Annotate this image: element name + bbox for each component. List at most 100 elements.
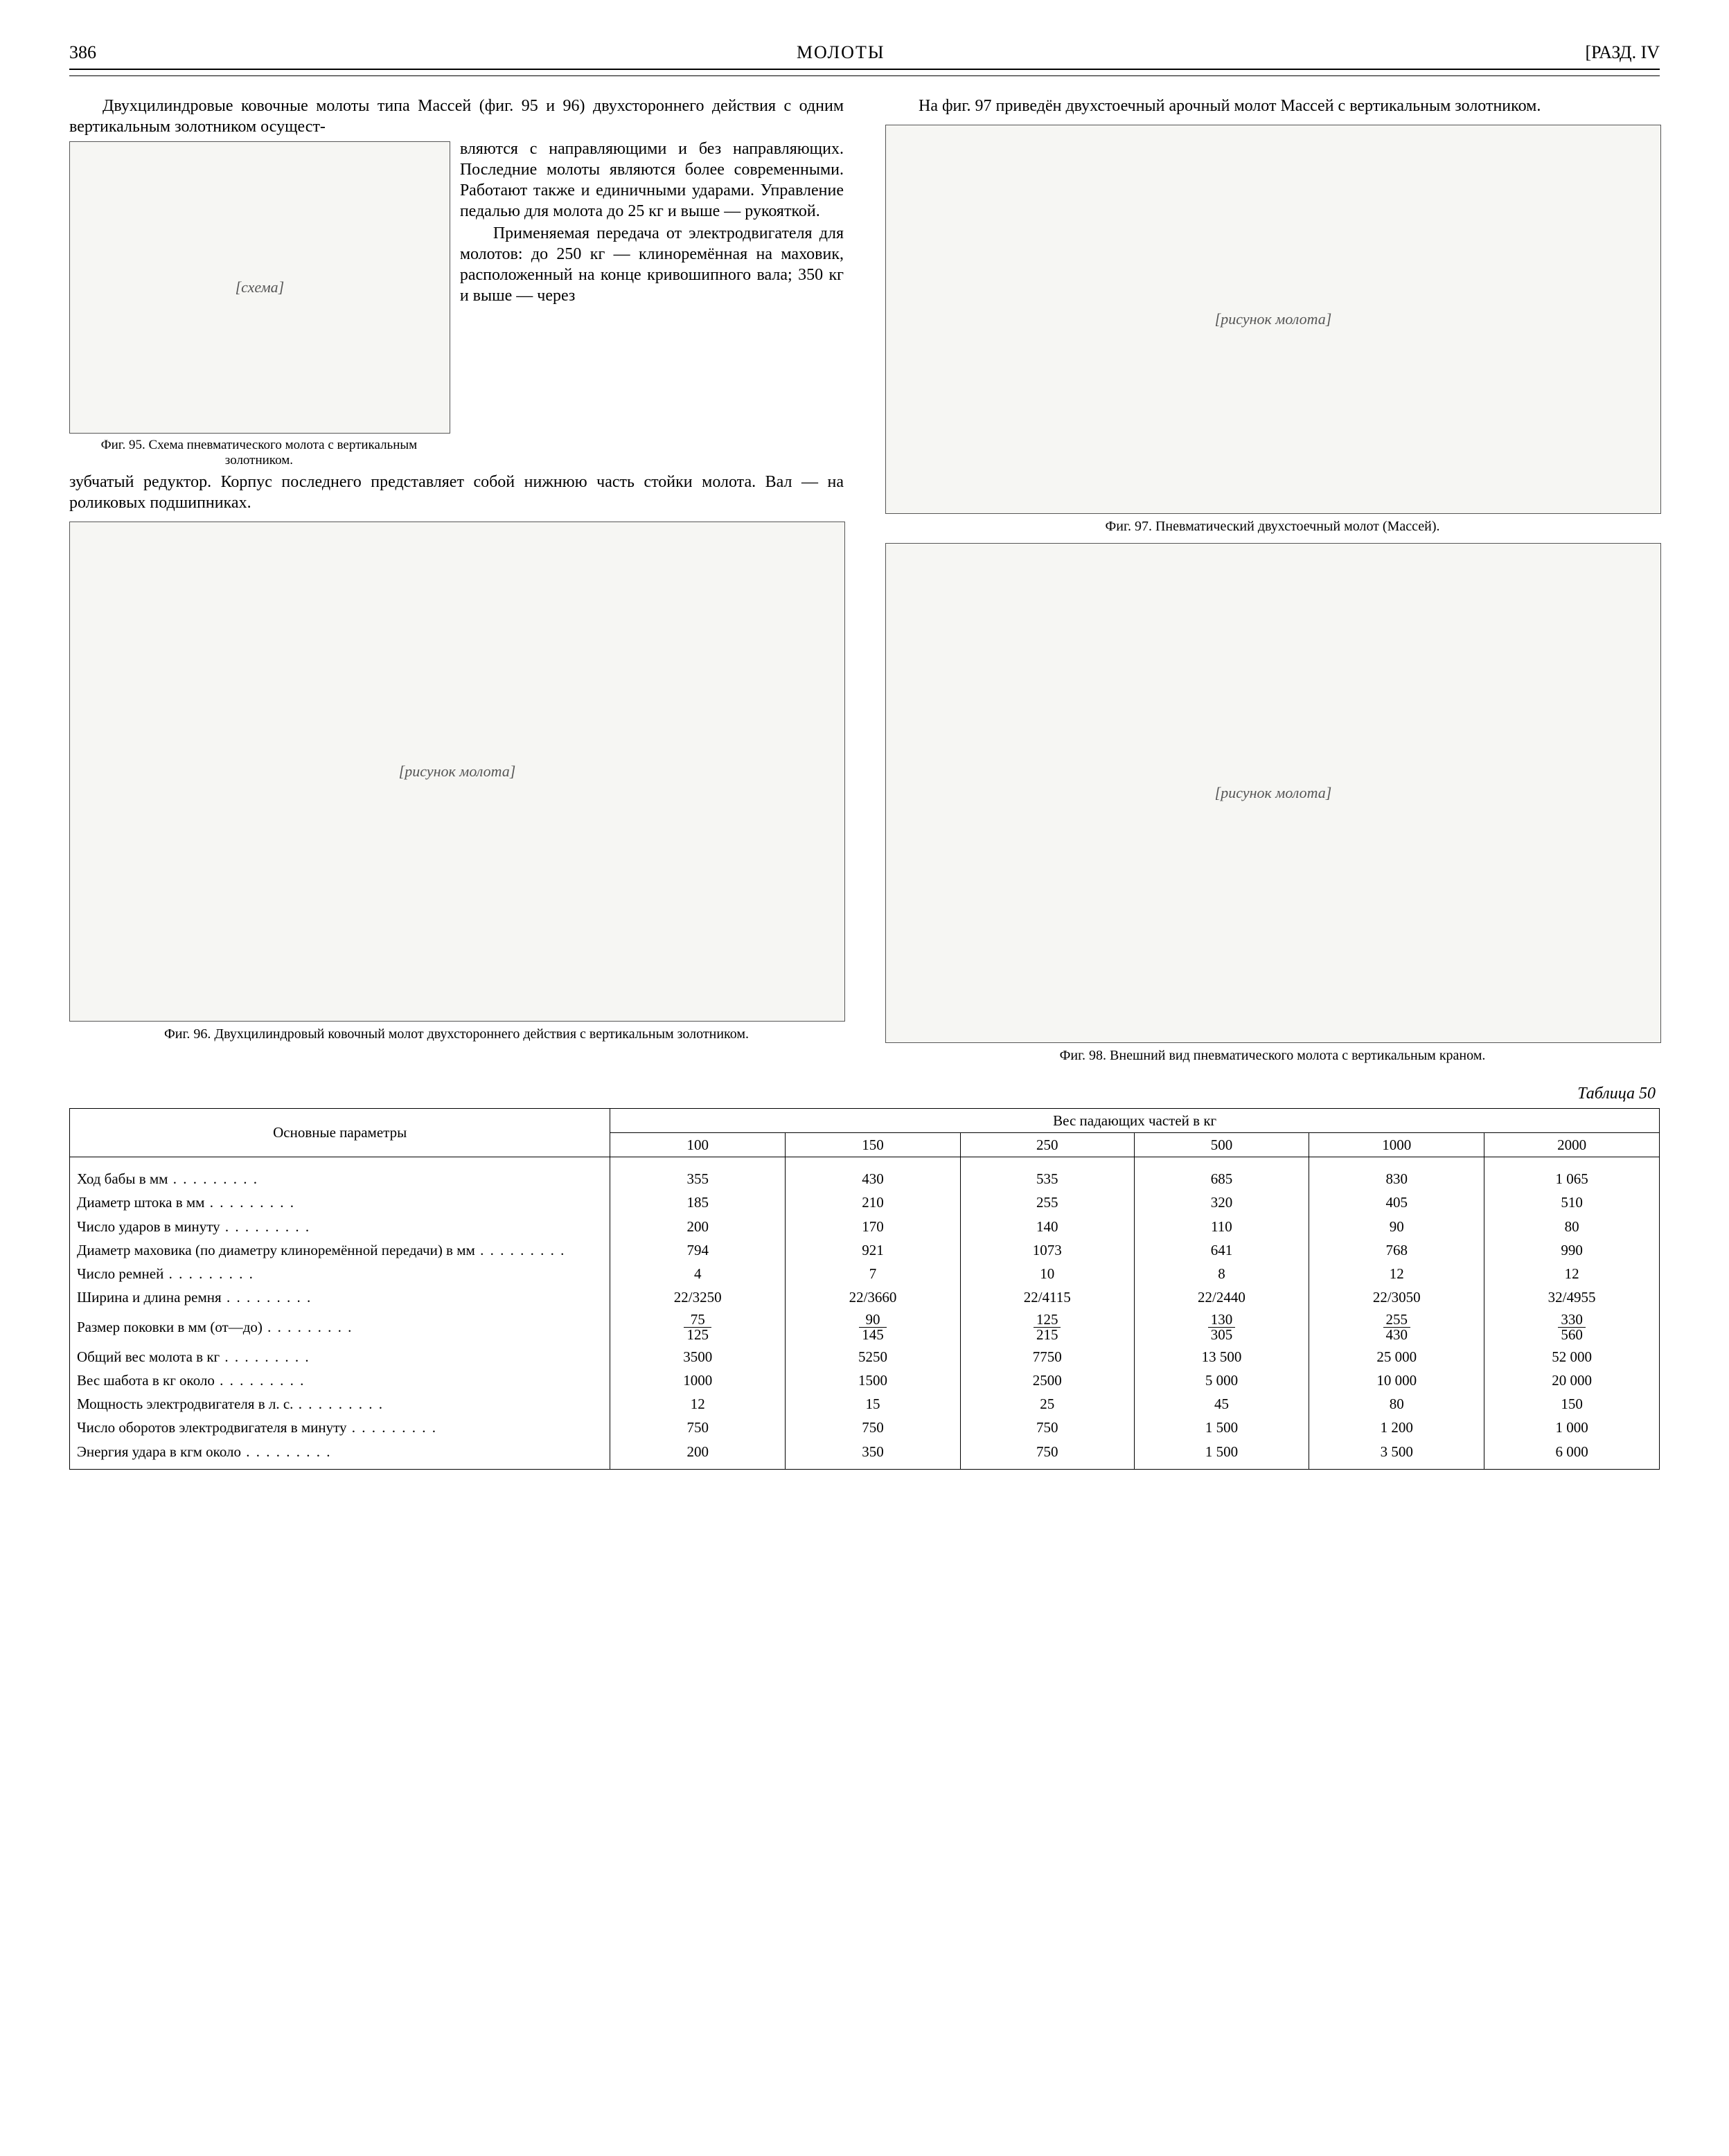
col-header-group: Вес падающих частей в кг xyxy=(610,1108,1660,1132)
value-cell: 535 xyxy=(960,1157,1134,1191)
value-cell: 12 xyxy=(610,1392,786,1416)
value-cell: 510 xyxy=(1484,1191,1660,1214)
value-cell: 750 xyxy=(960,1416,1134,1439)
value-cell: 10 xyxy=(960,1262,1134,1285)
value-cell: 350 xyxy=(786,1440,961,1470)
value-cell: 5 000 xyxy=(1134,1369,1309,1392)
param-cell: Число оборотов электродвигателя в минуту xyxy=(70,1416,610,1439)
para-4: На фиг. 97 приведён двухстоечный арочный… xyxy=(885,96,1660,116)
table-title: Таблица 50 xyxy=(69,1083,1656,1104)
table-row: Число ударов в минуту2001701401109080 xyxy=(70,1215,1660,1238)
value-cell: 990 xyxy=(1484,1238,1660,1262)
value-cell: 110 xyxy=(1134,1215,1309,1238)
weight-col-header: 500 xyxy=(1134,1132,1309,1157)
value-cell: 22/3250 xyxy=(610,1285,786,1309)
value-cell: 52 000 xyxy=(1484,1345,1660,1369)
value-cell: 8 xyxy=(1134,1262,1309,1285)
figure-96-caption: Фиг. 96. Двухцилиндровый ковочный молот … xyxy=(69,1026,844,1042)
value-cell: 750 xyxy=(960,1440,1134,1470)
value-cell: 200 xyxy=(610,1215,786,1238)
figure-97-image: [рисунок молота] xyxy=(885,125,1661,514)
value-cell: 3 500 xyxy=(1309,1440,1484,1470)
value-cell: 921 xyxy=(786,1238,961,1262)
value-cell: 7750 xyxy=(960,1345,1134,1369)
value-cell: 255 xyxy=(960,1191,1134,1214)
weight-col-header: 2000 xyxy=(1484,1132,1660,1157)
value-cell: 1073 xyxy=(960,1238,1134,1262)
value-cell: 125215 xyxy=(960,1310,1134,1345)
text-columns: Двухцилиндровые ковочные молоты типа Мас… xyxy=(69,96,1660,1064)
table-row: Ширина и длина ремня22/325022/366022/411… xyxy=(70,1285,1660,1309)
param-cell: Мощность электродвигателя в л. с. xyxy=(70,1392,610,1416)
figure-98-caption: Фиг. 98. Внешний вид пневматического мол… xyxy=(885,1047,1660,1064)
value-cell: 32/4955 xyxy=(1484,1285,1660,1309)
value-cell: 405 xyxy=(1309,1191,1484,1214)
col-header-params: Основные параметры xyxy=(70,1108,610,1157)
value-cell: 4 xyxy=(610,1262,786,1285)
value-cell: 750 xyxy=(610,1416,786,1439)
value-cell: 1500 xyxy=(786,1369,961,1392)
param-cell: Вес шабота в кг около xyxy=(70,1369,610,1392)
value-cell: 22/2440 xyxy=(1134,1285,1309,1309)
param-cell: Число ударов в минуту xyxy=(70,1215,610,1238)
figure-98: [рисунок молота] Фиг. 98. Внешний вид пн… xyxy=(885,543,1660,1064)
value-cell: 794 xyxy=(610,1238,786,1262)
value-cell: 641 xyxy=(1134,1238,1309,1262)
value-cell: 210 xyxy=(786,1191,961,1214)
figure-97: [рисунок молота] Фиг. 97. Пневматический… xyxy=(885,125,1660,535)
value-cell: 20 000 xyxy=(1484,1369,1660,1392)
table-row: Размер поковки в мм (от—до)7512590145125… xyxy=(70,1310,1660,1345)
table-row: Число оборотов электродвигателя в минуту… xyxy=(70,1416,1660,1439)
table-row: Вес шабота в кг около1000150025005 00010… xyxy=(70,1369,1660,1392)
value-cell: 1 500 xyxy=(1134,1440,1309,1470)
value-cell: 1 000 xyxy=(1484,1416,1660,1439)
weight-col-header: 150 xyxy=(786,1132,961,1157)
value-cell: 22/4115 xyxy=(960,1285,1134,1309)
figure-95-caption: Фиг. 95. Схема пневматического молота с … xyxy=(69,438,449,470)
value-cell: 130305 xyxy=(1134,1310,1309,1345)
value-cell: 170 xyxy=(786,1215,961,1238)
table-row: Диаметр маховика (по диаметру клиноремён… xyxy=(70,1238,1660,1262)
weight-col-header: 250 xyxy=(960,1132,1134,1157)
running-title: МОЛОТЫ xyxy=(96,42,1585,64)
param-cell: Энергия удара в кгм около xyxy=(70,1440,610,1470)
param-cell: Ширина и длина ремня xyxy=(70,1285,610,1309)
table-row: Мощность электродвигателя в л. с.1215254… xyxy=(70,1392,1660,1416)
figure-95-image: [схема] xyxy=(69,141,450,434)
section-label: [РАЗД. IV xyxy=(1585,42,1660,64)
param-cell: Диаметр штока в мм xyxy=(70,1191,610,1214)
value-cell: 768 xyxy=(1309,1238,1484,1262)
page-number: 386 xyxy=(69,42,96,64)
value-cell: 22/3660 xyxy=(786,1285,961,1309)
value-cell: 15 xyxy=(786,1392,961,1416)
table-row: Энергия удара в кгм около2003507501 5003… xyxy=(70,1440,1660,1470)
value-cell: 1000 xyxy=(610,1369,786,1392)
table-row: Диаметр штока в мм185210255320405510 xyxy=(70,1191,1660,1214)
value-cell: 830 xyxy=(1309,1157,1484,1191)
value-cell: 1 500 xyxy=(1134,1416,1309,1439)
page-header: 386 МОЛОТЫ [РАЗД. IV xyxy=(69,42,1660,70)
value-cell: 25 xyxy=(960,1392,1134,1416)
figure-98-image: [рисунок молота] xyxy=(885,543,1661,1043)
value-cell: 200 xyxy=(610,1440,786,1470)
figure-96: [рисунок молота] Фиг. 96. Двухцилиндровы… xyxy=(69,522,844,1042)
value-cell: 13 500 xyxy=(1134,1345,1309,1369)
value-cell: 22/3050 xyxy=(1309,1285,1484,1309)
value-cell: 2500 xyxy=(960,1369,1134,1392)
value-cell: 750 xyxy=(786,1416,961,1439)
value-cell: 90145 xyxy=(786,1310,961,1345)
value-cell: 355 xyxy=(610,1157,786,1191)
value-cell: 12 xyxy=(1309,1262,1484,1285)
header-rule xyxy=(69,75,1660,76)
table-head: Основные параметры Вес падающих частей в… xyxy=(70,1108,1660,1157)
value-cell: 7 xyxy=(786,1262,961,1285)
value-cell: 140 xyxy=(960,1215,1134,1238)
value-cell: 45 xyxy=(1134,1392,1309,1416)
value-cell: 75125 xyxy=(610,1310,786,1345)
value-cell: 12 xyxy=(1484,1262,1660,1285)
para-3: зубчатый редуктор. Корпус последнего пре… xyxy=(69,472,844,513)
value-cell: 6 000 xyxy=(1484,1440,1660,1470)
value-cell: 320 xyxy=(1134,1191,1309,1214)
value-cell: 1 065 xyxy=(1484,1157,1660,1191)
value-cell: 685 xyxy=(1134,1157,1309,1191)
